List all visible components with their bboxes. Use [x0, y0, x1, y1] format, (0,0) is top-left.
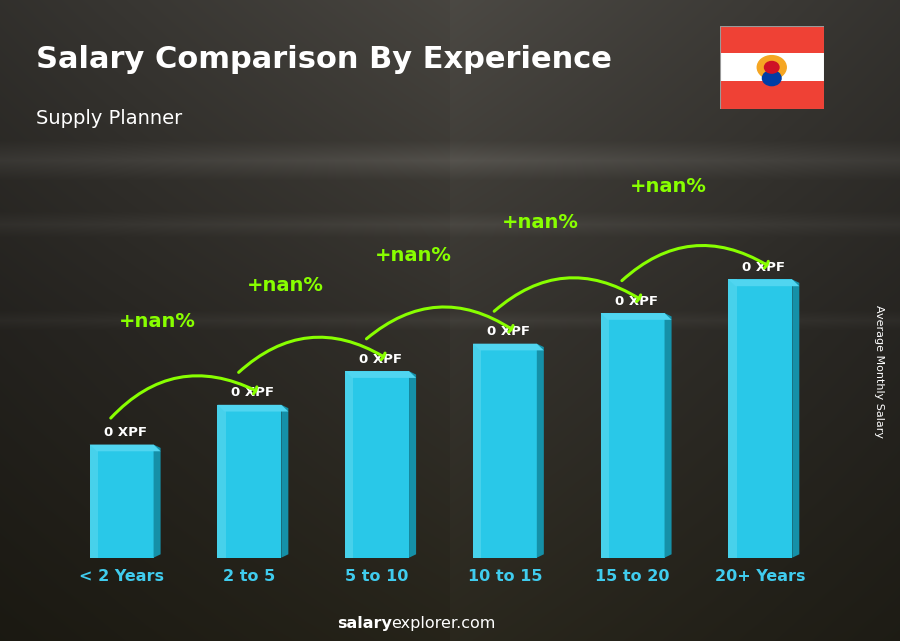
Text: 0 XPF: 0 XPF: [487, 325, 530, 338]
Polygon shape: [154, 445, 160, 558]
Polygon shape: [410, 371, 416, 558]
Circle shape: [757, 56, 787, 79]
Text: +nan%: +nan%: [374, 246, 451, 265]
Text: 0 XPF: 0 XPF: [104, 426, 147, 439]
Bar: [218, 405, 226, 558]
Polygon shape: [282, 405, 288, 558]
Bar: [720, 81, 824, 109]
Bar: [720, 53, 824, 81]
Text: 0 XPF: 0 XPF: [615, 295, 658, 308]
Text: +nan%: +nan%: [502, 213, 579, 233]
Polygon shape: [664, 313, 671, 558]
Bar: [218, 405, 282, 558]
Text: 0 XPF: 0 XPF: [231, 387, 274, 399]
Text: Supply Planner: Supply Planner: [36, 109, 182, 128]
Text: 0 XPF: 0 XPF: [742, 261, 786, 274]
Bar: [90, 445, 154, 558]
Text: +nan%: +nan%: [247, 276, 324, 296]
Text: 0 XPF: 0 XPF: [359, 353, 402, 365]
Polygon shape: [536, 344, 544, 558]
Bar: [728, 279, 737, 558]
Bar: [720, 26, 824, 53]
Text: +nan%: +nan%: [630, 178, 707, 196]
Text: Average Monthly Salary: Average Monthly Salary: [874, 305, 884, 438]
Circle shape: [762, 71, 781, 86]
Bar: [90, 445, 98, 558]
Polygon shape: [600, 313, 671, 320]
Polygon shape: [472, 344, 544, 351]
Bar: [472, 344, 482, 558]
Text: Salary Comparison By Experience: Salary Comparison By Experience: [36, 45, 612, 74]
Bar: [600, 313, 609, 558]
Bar: [346, 371, 410, 558]
Bar: [728, 279, 792, 558]
Polygon shape: [90, 445, 160, 451]
Bar: [600, 313, 664, 558]
Polygon shape: [792, 279, 799, 558]
Polygon shape: [346, 371, 416, 378]
Text: +nan%: +nan%: [119, 312, 196, 331]
Bar: [472, 344, 536, 558]
Polygon shape: [728, 279, 799, 286]
Bar: [346, 371, 354, 558]
Circle shape: [764, 62, 779, 73]
Text: explorer.com: explorer.com: [392, 617, 496, 631]
Polygon shape: [218, 405, 288, 412]
Text: salary: salary: [337, 617, 392, 631]
